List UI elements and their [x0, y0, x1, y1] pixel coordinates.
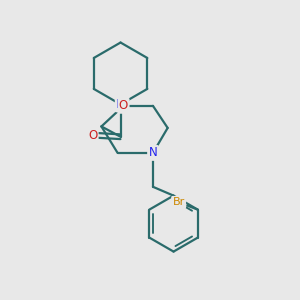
Text: O: O	[119, 99, 128, 112]
Text: N: N	[148, 146, 157, 159]
Text: O: O	[88, 129, 97, 142]
Text: N: N	[116, 98, 125, 111]
Text: Br: Br	[172, 197, 185, 207]
